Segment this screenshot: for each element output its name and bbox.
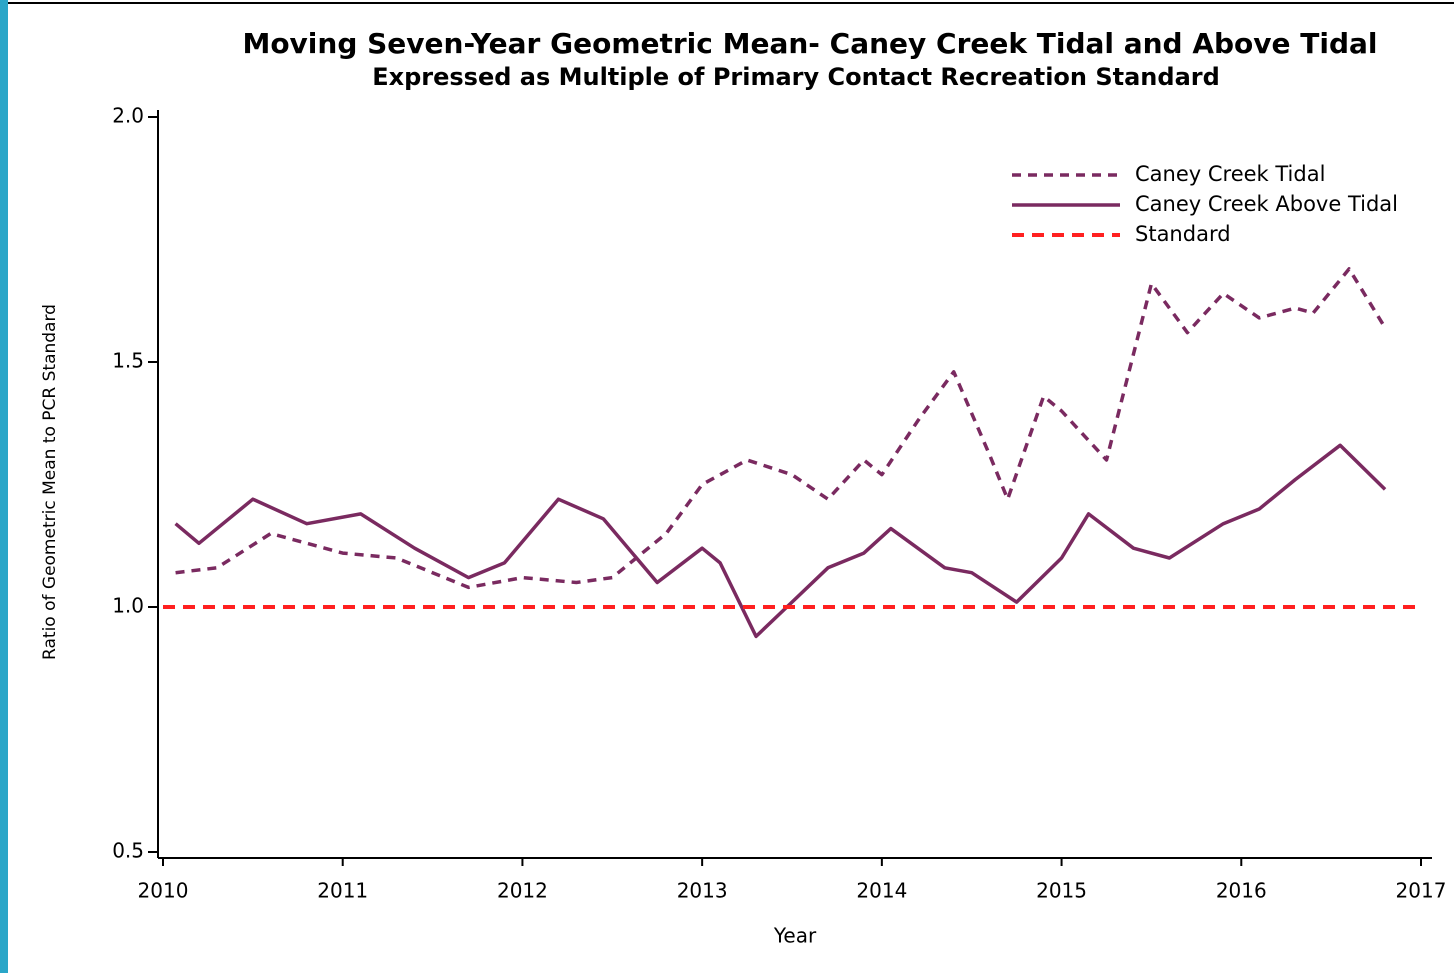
legend-label: Caney Creek Tidal	[1135, 162, 1325, 186]
x-tick-label: 2010	[138, 879, 189, 903]
x-tick-label: 2017	[1396, 879, 1447, 903]
y-tick-label: 1.0	[112, 594, 144, 618]
x-tick-label: 2013	[677, 879, 728, 903]
series-line	[175, 267, 1387, 590]
y-axis-label: Ratio of Geometric Mean to PCR Standard	[40, 304, 60, 660]
window-border	[0, 0, 8, 973]
x-tick-label: 2014	[856, 879, 907, 903]
chart-title: Moving Seven-Year Geometric Mean- Caney …	[242, 27, 1377, 60]
y-tick-label: 0.5	[112, 839, 144, 863]
legend-label: Caney Creek Above Tidal	[1135, 192, 1398, 216]
x-tick-label: 2015	[1036, 879, 1087, 903]
x-tick-label: 2016	[1216, 879, 1267, 903]
y-tick-label: 1.5	[112, 349, 144, 373]
chart-subtitle: Expressed as Multiple of Primary Contact…	[372, 63, 1220, 91]
x-tick-label: 2012	[497, 879, 548, 903]
y-tick-label: 2.0	[112, 104, 144, 128]
legend-label: Standard	[1135, 222, 1231, 246]
series-line	[174, 443, 1387, 639]
x-axis-label: Year	[773, 924, 817, 948]
x-tick-label: 2011	[317, 879, 368, 903]
